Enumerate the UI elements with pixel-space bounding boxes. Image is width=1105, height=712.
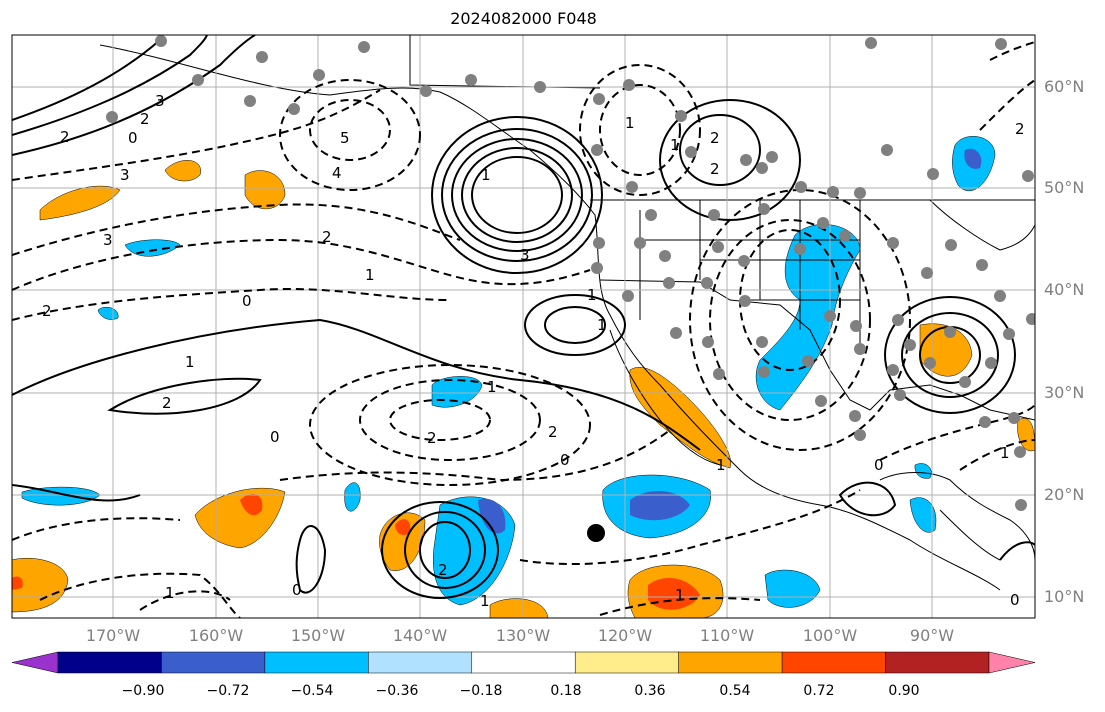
lon-label: 170°W (85, 626, 141, 645)
lat-label: 20°N (1044, 485, 1085, 504)
contour-label: 0 (242, 292, 252, 310)
solid-contours (12, 35, 1035, 599)
lat-label: 30°N (1044, 383, 1085, 402)
colorbar-segment (161, 651, 266, 674)
colorbar-segment (781, 651, 886, 674)
colorbar-tick-label: −0.72 (206, 683, 250, 699)
contour-label: 3 (120, 166, 130, 184)
contour-label: 0 (270, 428, 280, 446)
lat-label: 10°N (1044, 587, 1085, 606)
colorbar-segment (264, 651, 369, 674)
colorbar-segment (471, 651, 576, 674)
graticule (12, 35, 1035, 618)
contour-label: 2 (427, 429, 437, 447)
contour-label: 0 (560, 451, 570, 469)
contour-label: 1 (597, 316, 607, 334)
colorbar (11, 651, 1036, 674)
lon-label: 120°W (597, 626, 653, 645)
colorbar-segment (885, 651, 990, 674)
lon-label: 110°W (699, 626, 755, 645)
lon-label: 130°W (495, 626, 551, 645)
contour-label: 2 (140, 110, 150, 128)
colorbar-tick-label: 0.90 (888, 683, 920, 699)
contour-label: 0 (292, 581, 302, 599)
contour-label: 2 (438, 561, 448, 579)
contour-label: 2 (710, 129, 720, 147)
contour-label: 0 (874, 456, 884, 474)
colorbar-segment (368, 651, 473, 674)
contour-label: 1 (716, 456, 726, 474)
contour-label: 4 (332, 164, 342, 182)
map-title: 2024082000 F048 (450, 9, 597, 28)
contour-label: 5 (340, 129, 350, 147)
contour-label: 1 (480, 592, 490, 610)
storm-center-marker (587, 524, 605, 542)
colorbar-tick-label: 0.72 (803, 683, 835, 699)
contour-label: 2 (42, 302, 52, 320)
contour-label: 1 (185, 353, 195, 371)
colorbar-segment (574, 651, 679, 674)
contour-label: 1 (165, 584, 175, 602)
contour-label: 3 (103, 231, 113, 249)
colorbar-tick-label: 0.18 (550, 683, 582, 699)
lat-label: 60°N (1044, 77, 1085, 96)
colorbar-segment (57, 651, 162, 674)
contour-label: 2 (710, 160, 720, 178)
lon-label: 90°W (909, 626, 955, 645)
colorbar-extend-high (988, 651, 1036, 674)
colorbar-tick-label: 0.54 (719, 683, 751, 699)
lat-label: 50°N (1044, 178, 1085, 197)
lon-label: 160°W (188, 626, 244, 645)
contour-label: 2 (548, 423, 558, 441)
contour-label: 2 (60, 128, 70, 146)
contour-label: 1 (587, 286, 597, 304)
colorbar-extend-low (11, 651, 59, 674)
contour-label: 2 (162, 394, 172, 412)
colorbar-tick-label: −0.36 (375, 683, 419, 699)
lon-label: 140°W (392, 626, 448, 645)
contour-label: 0 (128, 129, 138, 147)
lon-label: 150°W (290, 626, 346, 645)
contour-label: 1 (365, 266, 375, 284)
contour-label-group: 3 2 0 2 3 5 4 3 2 1 2 0 2 1 2 0 1 1 2 3 … (42, 92, 1025, 610)
contour-label: 2 (322, 228, 332, 246)
colorbar-tick-label: −0.18 (459, 683, 503, 699)
station-dots (106, 35, 1035, 511)
contour-label: 2 (1015, 120, 1025, 138)
contour-label: 1 (481, 166, 491, 184)
colorbar-tick-label: −0.90 (121, 683, 165, 699)
colorbar-tick-label: −0.54 (290, 683, 334, 699)
contour-label: 1 (675, 586, 685, 604)
colorbar-segment (678, 651, 783, 674)
contour-label: 1 (1000, 444, 1010, 462)
contour-label: 1 (625, 114, 635, 132)
contour-label: 1 (670, 136, 680, 154)
colorbar-tick-label: 0.36 (634, 683, 666, 699)
lat-label: 40°N (1044, 280, 1085, 299)
contour-label: 0 (1010, 591, 1020, 609)
lon-label: 100°W (802, 626, 858, 645)
contour-label: 3 (155, 92, 165, 110)
contour-label: 1 (487, 378, 497, 396)
map-frame (11, 34, 1036, 619)
contour-label: 3 (520, 246, 530, 264)
